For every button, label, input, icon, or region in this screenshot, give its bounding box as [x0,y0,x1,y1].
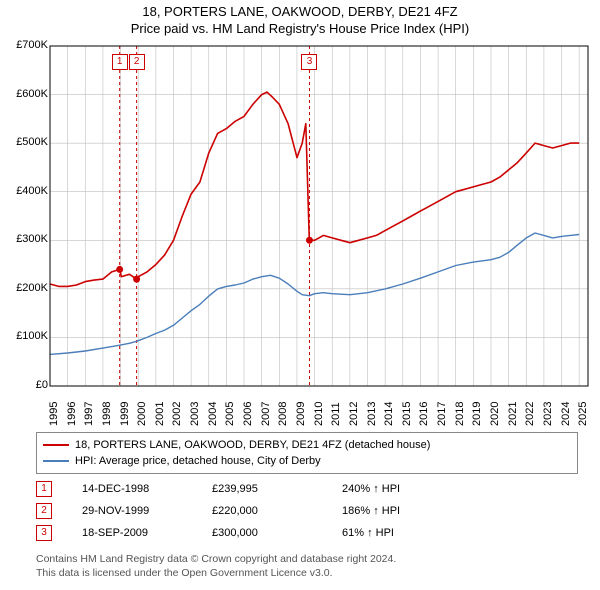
legend-box: 18, PORTERS LANE, OAKWOOD, DERBY, DE21 4… [36,432,578,474]
ytick-label: £300K [16,233,48,245]
ytick-label: £400K [16,185,48,197]
sale-marker-box: 2 [129,54,145,70]
sales-row-date: 29-NOV-1999 [82,505,212,517]
legend-row: HPI: Average price, detached house, City… [43,453,571,469]
xtick-label: 2011 [330,402,342,426]
sales-row-price: £300,000 [212,527,342,539]
sales-row-marker: 2 [36,503,52,519]
chart-svg [50,46,588,386]
xtick-label: 2022 [524,402,536,426]
legend-label: 18, PORTERS LANE, OAKWOOD, DERBY, DE21 4… [75,439,430,451]
sales-row: 2 29-NOV-1999£220,000186% ↑ HPI [36,500,442,522]
xtick-label: 2018 [454,402,466,426]
xtick-label: 2001 [154,402,166,426]
xtick-label: 2014 [383,402,395,426]
sale-marker-box: 3 [301,54,317,70]
footer-attribution: Contains HM Land Registry data © Crown c… [36,552,396,580]
xtick-label: 1998 [101,402,113,426]
legend-swatch [43,444,69,446]
chart-area [50,46,588,386]
chart-container: 18, PORTERS LANE, OAKWOOD, DERBY, DE21 4… [0,0,600,590]
title-line1: 18, PORTERS LANE, OAKWOOD, DERBY, DE21 4… [0,4,600,19]
xtick-label: 2020 [489,402,501,426]
sales-table: 1 14-DEC-1998£239,995240% ↑ HPI 2 29-NOV-19… [36,478,442,544]
ytick-label: £500K [16,136,48,148]
xtick-label: 2000 [136,402,148,426]
sales-row-marker: 3 [36,525,52,541]
ytick-label: £700K [16,39,48,51]
xtick-label: 2021 [507,402,519,426]
xtick-label: 2015 [401,402,413,426]
footer-line1: Contains HM Land Registry data © Crown c… [36,552,396,566]
xtick-label: 2025 [577,402,589,426]
ytick-label: £200K [16,282,48,294]
footer-line2: This data is licensed under the Open Gov… [36,566,396,580]
xtick-label: 2023 [542,402,554,426]
xtick-label: 2007 [260,402,272,426]
sales-row-price: £220,000 [212,505,342,517]
xtick-label: 2008 [277,402,289,426]
xtick-label: 2004 [207,402,219,426]
legend-label: HPI: Average price, detached house, City… [75,455,321,467]
xtick-label: 2009 [295,402,307,426]
sales-row-pct: 240% ↑ HPI [342,483,442,495]
xtick-label: 1999 [119,402,131,426]
xtick-label: 2016 [418,402,430,426]
legend-swatch [43,460,69,462]
xtick-label: 2005 [224,402,236,426]
sale-marker-box: 1 [112,54,128,70]
xtick-label: 2006 [242,402,254,426]
sales-row: 3 18-SEP-2009£300,00061% ↑ HPI [36,522,442,544]
ytick-label: £600K [16,88,48,100]
xtick-label: 2024 [560,402,572,426]
sales-row-pct: 186% ↑ HPI [342,505,442,517]
xtick-label: 1997 [83,402,95,426]
sales-row-price: £239,995 [212,483,342,495]
xtick-label: 2017 [436,402,448,426]
legend-row: 18, PORTERS LANE, OAKWOOD, DERBY, DE21 4… [43,437,571,453]
xtick-label: 2012 [348,402,360,426]
sales-row-date: 18-SEP-2009 [82,527,212,539]
xtick-label: 2010 [313,402,325,426]
sales-row-date: 14-DEC-1998 [82,483,212,495]
title-line2: Price paid vs. HM Land Registry's House … [0,21,600,36]
xtick-label: 2013 [366,402,378,426]
ytick-label: £0 [36,379,48,391]
sales-row-marker: 1 [36,481,52,497]
xtick-label: 1996 [66,402,78,426]
xtick-label: 2003 [189,402,201,426]
title-block: 18, PORTERS LANE, OAKWOOD, DERBY, DE21 4… [0,0,600,36]
sales-row-pct: 61% ↑ HPI [342,527,442,539]
ytick-label: £100K [16,330,48,342]
xtick-label: 2002 [171,402,183,426]
sales-row: 1 14-DEC-1998£239,995240% ↑ HPI [36,478,442,500]
xtick-label: 1995 [48,402,60,426]
xtick-label: 2019 [471,402,483,426]
